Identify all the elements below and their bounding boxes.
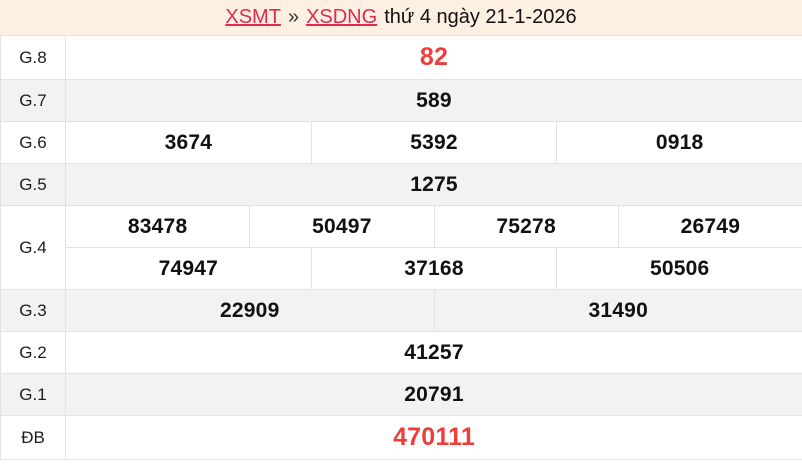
draw-date-text: thứ 4 ngày 21-1-2026 bbox=[384, 6, 577, 28]
prize-number: 82 bbox=[419, 43, 449, 71]
prize-number: 20791 bbox=[404, 382, 464, 406]
prize-label: ĐB bbox=[1, 416, 66, 459]
prize-number: 22909 bbox=[220, 298, 280, 322]
prize-number: 41257 bbox=[404, 340, 464, 364]
prize-number: 1275 bbox=[410, 172, 458, 196]
breadcrumb-link-xsmt[interactable]: XSMT bbox=[225, 6, 281, 28]
breadcrumb-separator: » bbox=[287, 6, 300, 28]
prize-row-g4: G.4 83478 50497 75278 26749 74947 37168 … bbox=[1, 206, 802, 290]
prize-row-g1: G.1 20791 bbox=[1, 374, 802, 416]
prize-number: 5392 bbox=[310, 122, 557, 163]
prize-row-g7: G.7 589 bbox=[1, 80, 802, 122]
prize-number: 26749 bbox=[617, 206, 802, 247]
prize-label: G.8 bbox=[1, 36, 66, 79]
prize-row-db: ĐB 470111 bbox=[1, 416, 802, 460]
prize-number: 470111 bbox=[393, 423, 475, 451]
prize-label: G.3 bbox=[1, 290, 66, 331]
prize-row-g5: G.5 1275 bbox=[1, 164, 802, 206]
prize-number: 83478 bbox=[127, 214, 188, 238]
prize-row-g3: G.3 22909 31490 bbox=[1, 290, 802, 332]
prize-row-g6: G.6 3674 5392 0918 bbox=[1, 122, 802, 164]
prize-number: 37168 bbox=[310, 248, 557, 289]
prize-label: G.5 bbox=[1, 164, 66, 205]
breadcrumb-link-xsdng[interactable]: XSDNG bbox=[306, 6, 378, 28]
prize-table: G.8 82 G.7 589 G.6 3674 5392 0918 G.5 12… bbox=[0, 36, 802, 460]
prize-label: G.4 bbox=[1, 206, 66, 289]
prize-label: G.7 bbox=[1, 80, 66, 121]
prize-number: 3674 bbox=[164, 130, 213, 154]
prize-row-g2: G.2 41257 bbox=[1, 332, 802, 374]
prize-number: 50506 bbox=[556, 248, 802, 289]
prize-number: 74947 bbox=[158, 256, 219, 280]
prize-row-g8: G.8 82 bbox=[1, 36, 802, 80]
prize-number: 0918 bbox=[556, 122, 802, 163]
prize-number: 75278 bbox=[433, 206, 618, 247]
prize-label: G.2 bbox=[1, 332, 66, 373]
prize-number: 50497 bbox=[249, 206, 433, 247]
prize-number: 31490 bbox=[433, 290, 802, 331]
result-header: XSMT » XSDNG thứ 4 ngày 21-1-2026 bbox=[0, 0, 802, 36]
prize-label: G.1 bbox=[1, 374, 66, 415]
prize-label: G.6 bbox=[1, 122, 66, 163]
prize-number: 589 bbox=[416, 88, 452, 112]
